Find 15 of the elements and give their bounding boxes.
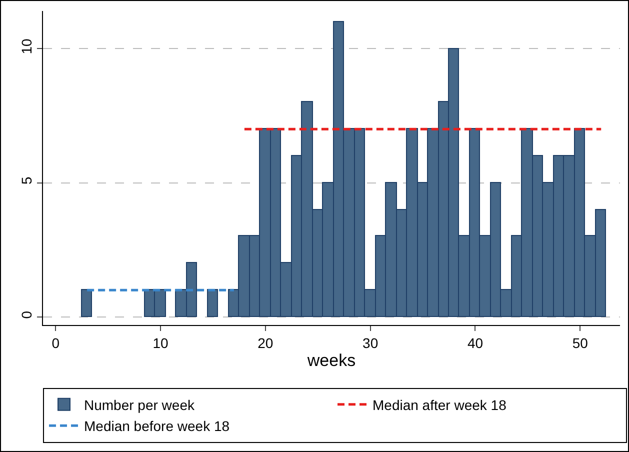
legend-label: Median after week 18 xyxy=(372,396,507,413)
x-tick-label: 0 xyxy=(52,334,60,351)
x-tick-label: 30 xyxy=(362,334,378,351)
bar xyxy=(207,289,218,317)
x-tick-label: 40 xyxy=(467,334,484,351)
y-tick-label: 5 xyxy=(18,176,34,185)
y-tick-label: 10 xyxy=(18,38,34,54)
x-tick-label: 50 xyxy=(572,334,588,351)
x-axis-title: weeks xyxy=(306,351,356,370)
y-tick-label: 0 xyxy=(18,310,34,319)
x-tick-label: 20 xyxy=(258,334,274,351)
legend-label: Number per week xyxy=(84,396,196,413)
x-tick-label: 10 xyxy=(152,334,168,351)
legend-label: Median before week 18 xyxy=(84,418,230,434)
bar xyxy=(81,289,92,317)
